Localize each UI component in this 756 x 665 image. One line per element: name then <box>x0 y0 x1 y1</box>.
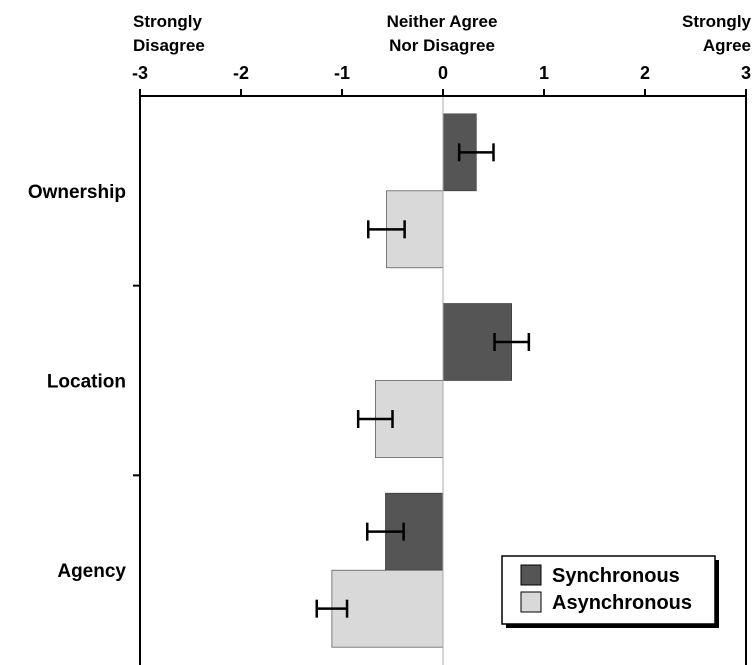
bar <box>331 569 444 648</box>
legend-swatch <box>520 564 542 586</box>
error-bar <box>356 410 394 428</box>
header-center-line1: Neither Agree <box>387 12 498 31</box>
x-tick-label: -3 <box>132 63 148 83</box>
category-label: Location <box>47 372 126 393</box>
category-label: Ownership <box>28 182 126 203</box>
y-axis: Ownership Location Agency <box>28 182 140 582</box>
header-right-line1: Strongly <box>682 12 751 31</box>
x-tick-label: 1 <box>539 63 549 83</box>
error-bar <box>457 143 495 162</box>
category-label: Agency <box>57 561 126 582</box>
legend-label: Asynchronous <box>552 592 692 614</box>
header-right-line2: Agree <box>703 36 751 55</box>
header-left-line1: Strongly <box>133 12 202 31</box>
x-tick-label: -2 <box>233 63 249 83</box>
axis-lines <box>139 95 747 665</box>
legend-swatch <box>520 591 542 613</box>
header-center-line2: Nor Disagree <box>389 36 495 55</box>
x-tick-label: -1 <box>334 63 350 83</box>
plot-area <box>315 113 531 648</box>
axis-header: Strongly Disagree Neither Agree Nor Disa… <box>133 12 752 55</box>
x-axis: -3 -2 -1 0 1 2 3 <box>132 63 751 96</box>
legend: Synchronous Asynchronous <box>501 555 719 628</box>
error-bar <box>366 522 405 541</box>
x-tick-label: 2 <box>640 63 650 83</box>
x-tick-label: 0 <box>438 63 448 83</box>
legend-label: Synchronous <box>552 565 680 587</box>
x-tick-label: 3 <box>741 63 751 83</box>
error-bar <box>493 333 531 351</box>
error-bar <box>367 220 406 239</box>
error-bar <box>315 599 349 618</box>
header-left-line2: Disagree <box>133 36 205 55</box>
